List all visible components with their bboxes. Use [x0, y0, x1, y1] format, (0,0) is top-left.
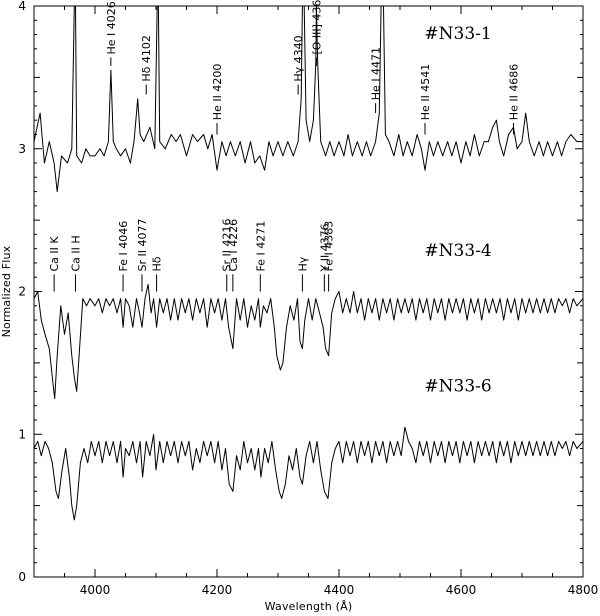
y-tick-label: 3	[18, 142, 26, 156]
line-id-label: Ca II K	[48, 236, 61, 272]
line-id-label: He I 4471	[370, 47, 383, 100]
line-id-label: [O III] 4363	[310, 0, 323, 55]
line-id-label: Hγ 4340	[292, 35, 305, 81]
x-axis: 4000 4200 4400 4600 4800	[33, 6, 599, 597]
line-id-label: Y II 4376	[318, 223, 331, 272]
line-id-label: He I 4026	[105, 1, 118, 54]
series-label: #N33-4	[424, 241, 491, 261]
y-tick-label: 4	[18, 0, 26, 13]
y-tick-label: 2	[18, 285, 26, 299]
series-label: #N33-6	[424, 376, 491, 396]
spectrum-line-2	[34, 283, 583, 400]
line-id-label: He II 4541	[419, 64, 432, 121]
x-tick-label: 4400	[324, 583, 355, 597]
line-id-label: Ca I 4226	[227, 219, 240, 272]
x-tick-label: 4800	[568, 583, 599, 597]
x-tick-label: 4200	[202, 583, 233, 597]
y-tick-label: 0	[18, 570, 26, 584]
spectra-series	[34, 6, 583, 521]
series-label: #N33-1	[424, 24, 491, 44]
line-id-label: Hδ 4102	[140, 35, 153, 82]
line-id-label: Sr II 4216	[221, 219, 234, 272]
x-tick-label: 4000	[80, 583, 111, 597]
x-tick-label: 4600	[446, 583, 477, 597]
line-id-label: Hδ	[151, 256, 164, 271]
line-identifications: #N33-1 #N33-4 #N33-6 He I 4026 Hδ 4102 He II …	[48, 0, 520, 396]
line-id-label: Ca II H	[69, 235, 82, 271]
y-axis: 0 1 2 3 4	[18, 0, 583, 584]
x-axis-title: Wavelength (Å)	[265, 600, 353, 613]
line-id-label: Fe I 4271	[254, 221, 267, 272]
line-id-label: He II 4200	[211, 64, 224, 121]
line-id-label: Hγ	[296, 256, 309, 271]
plot-frame	[33, 5, 584, 578]
line-id-label: He II 4686	[507, 64, 520, 121]
spectrum-line-3	[34, 426, 583, 521]
line-id-label: Fe I 4383	[323, 221, 336, 272]
y-axis-title: Normalized Flux	[0, 245, 13, 337]
spectrum-line-1	[34, 6, 583, 193]
line-id-label: Fe I 4046	[117, 221, 130, 272]
y-tick-label: 1	[18, 427, 26, 441]
line-id-label: Sr II 4077	[136, 219, 149, 272]
